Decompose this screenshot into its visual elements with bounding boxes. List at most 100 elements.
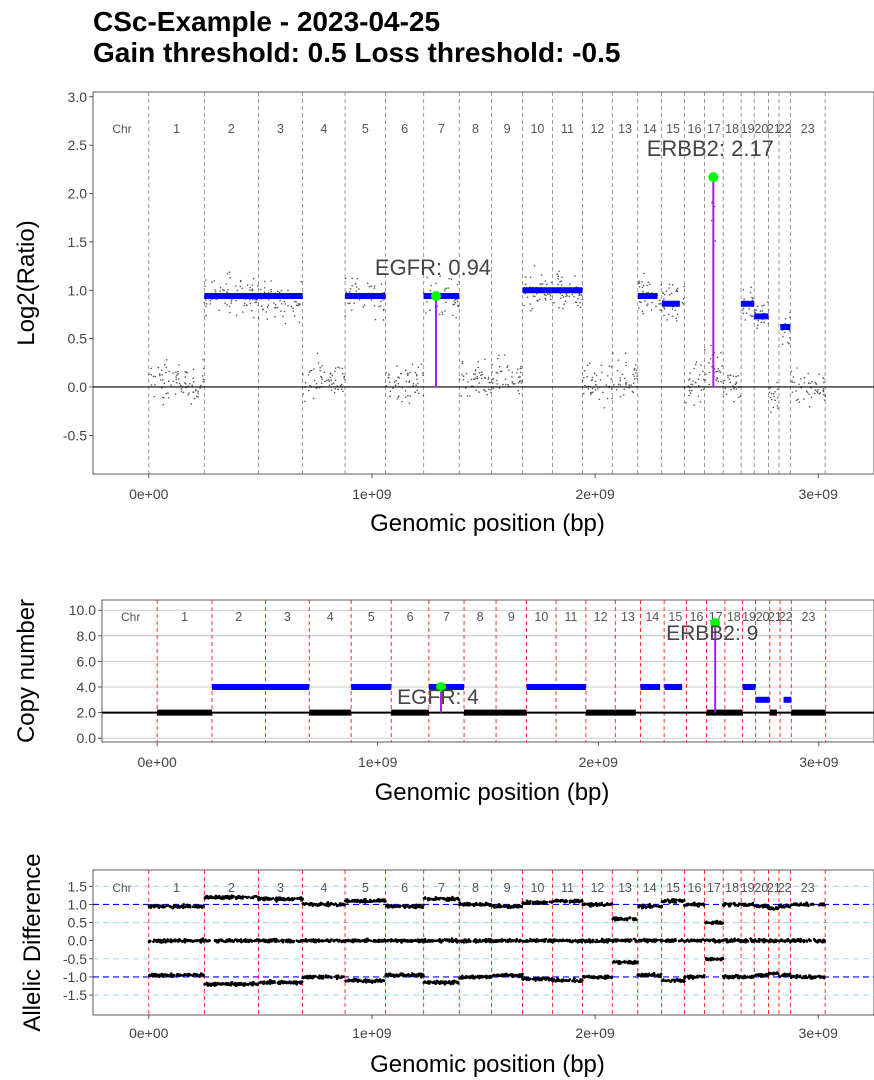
data-point bbox=[603, 407, 606, 409]
data-point bbox=[504, 973, 508, 977]
data-point bbox=[784, 317, 787, 320]
data-point bbox=[242, 939, 246, 942]
data-point bbox=[663, 298, 665, 300]
data-point bbox=[484, 358, 486, 361]
data-point bbox=[818, 392, 821, 395]
data-point bbox=[559, 899, 562, 902]
data-point bbox=[437, 939, 441, 943]
data-point bbox=[486, 393, 489, 396]
data-point bbox=[718, 370, 721, 372]
data-point bbox=[529, 303, 531, 305]
data-point bbox=[579, 306, 582, 308]
data-point bbox=[355, 290, 358, 292]
data-point bbox=[483, 938, 487, 941]
data-point bbox=[531, 307, 534, 310]
data-point bbox=[487, 376, 490, 379]
data-point bbox=[611, 397, 613, 400]
data-point bbox=[593, 372, 596, 375]
data-point bbox=[697, 384, 700, 387]
data-point bbox=[233, 982, 236, 986]
data-point bbox=[687, 940, 691, 943]
chromosome-label: 20 bbox=[754, 881, 768, 895]
data-point bbox=[373, 305, 376, 307]
data-point bbox=[376, 899, 379, 903]
data-point bbox=[248, 298, 251, 301]
data-point bbox=[552, 900, 555, 903]
data-point bbox=[608, 903, 611, 906]
data-point bbox=[702, 388, 705, 391]
data-point bbox=[693, 939, 696, 943]
data-point bbox=[175, 378, 178, 381]
data-point bbox=[798, 975, 802, 979]
data-point bbox=[556, 979, 560, 982]
data-point bbox=[512, 383, 515, 385]
data-point bbox=[591, 391, 594, 394]
data-point bbox=[330, 389, 333, 391]
data-point bbox=[506, 365, 509, 367]
plot-frame bbox=[92, 869, 874, 1016]
data-point bbox=[557, 283, 559, 286]
data-point bbox=[699, 401, 702, 403]
data-point bbox=[702, 904, 706, 907]
data-point bbox=[177, 370, 179, 373]
data-point bbox=[302, 373, 304, 376]
data-point bbox=[781, 343, 784, 346]
data-point bbox=[619, 384, 622, 386]
data-point bbox=[554, 939, 558, 943]
y-tick-label: 4.0 bbox=[77, 679, 97, 695]
data-point bbox=[382, 979, 386, 982]
data-point bbox=[420, 905, 423, 909]
data-point bbox=[559, 280, 561, 283]
data-point bbox=[425, 312, 427, 314]
data-point bbox=[695, 939, 699, 943]
data-point bbox=[623, 388, 626, 390]
gene-label: EGFR: 0.94 bbox=[375, 255, 491, 280]
data-point bbox=[267, 298, 270, 301]
data-point bbox=[655, 904, 658, 908]
data-point bbox=[598, 398, 600, 401]
data-point bbox=[158, 373, 161, 375]
data-point bbox=[619, 377, 621, 379]
data-point bbox=[548, 293, 551, 295]
data-point bbox=[191, 905, 195, 908]
data-point bbox=[517, 376, 520, 379]
data-point bbox=[642, 290, 644, 293]
data-point bbox=[327, 379, 330, 381]
data-point bbox=[742, 288, 745, 291]
data-point bbox=[397, 376, 399, 378]
data-point bbox=[401, 400, 403, 403]
data-point bbox=[565, 295, 567, 298]
data-point bbox=[484, 903, 488, 906]
data-point bbox=[157, 938, 160, 942]
data-point bbox=[633, 938, 637, 941]
data-point bbox=[445, 301, 447, 304]
data-point bbox=[518, 392, 521, 395]
data-point bbox=[371, 900, 374, 903]
data-point bbox=[511, 371, 514, 374]
data-point bbox=[457, 898, 461, 902]
data-point bbox=[638, 286, 641, 288]
data-point bbox=[373, 979, 376, 983]
data-point bbox=[648, 905, 652, 908]
data-point bbox=[651, 973, 654, 976]
data-point bbox=[654, 938, 658, 941]
data-point bbox=[560, 978, 564, 982]
data-point bbox=[792, 376, 795, 378]
data-point bbox=[245, 939, 249, 942]
data-point bbox=[694, 363, 697, 366]
chromosome-label: 3 bbox=[277, 122, 284, 136]
data-point bbox=[702, 370, 704, 373]
data-point bbox=[331, 383, 333, 385]
data-point bbox=[732, 939, 735, 943]
data-point bbox=[369, 939, 373, 943]
data-point bbox=[651, 939, 654, 943]
data-point bbox=[600, 364, 603, 366]
data-point bbox=[683, 387, 686, 390]
data-point bbox=[727, 376, 729, 379]
y-tick-label: 0.5 bbox=[68, 331, 88, 347]
data-point bbox=[163, 939, 166, 943]
data-point bbox=[447, 981, 451, 984]
data-point bbox=[507, 905, 511, 908]
data-point bbox=[553, 301, 555, 304]
data-point bbox=[563, 303, 565, 306]
